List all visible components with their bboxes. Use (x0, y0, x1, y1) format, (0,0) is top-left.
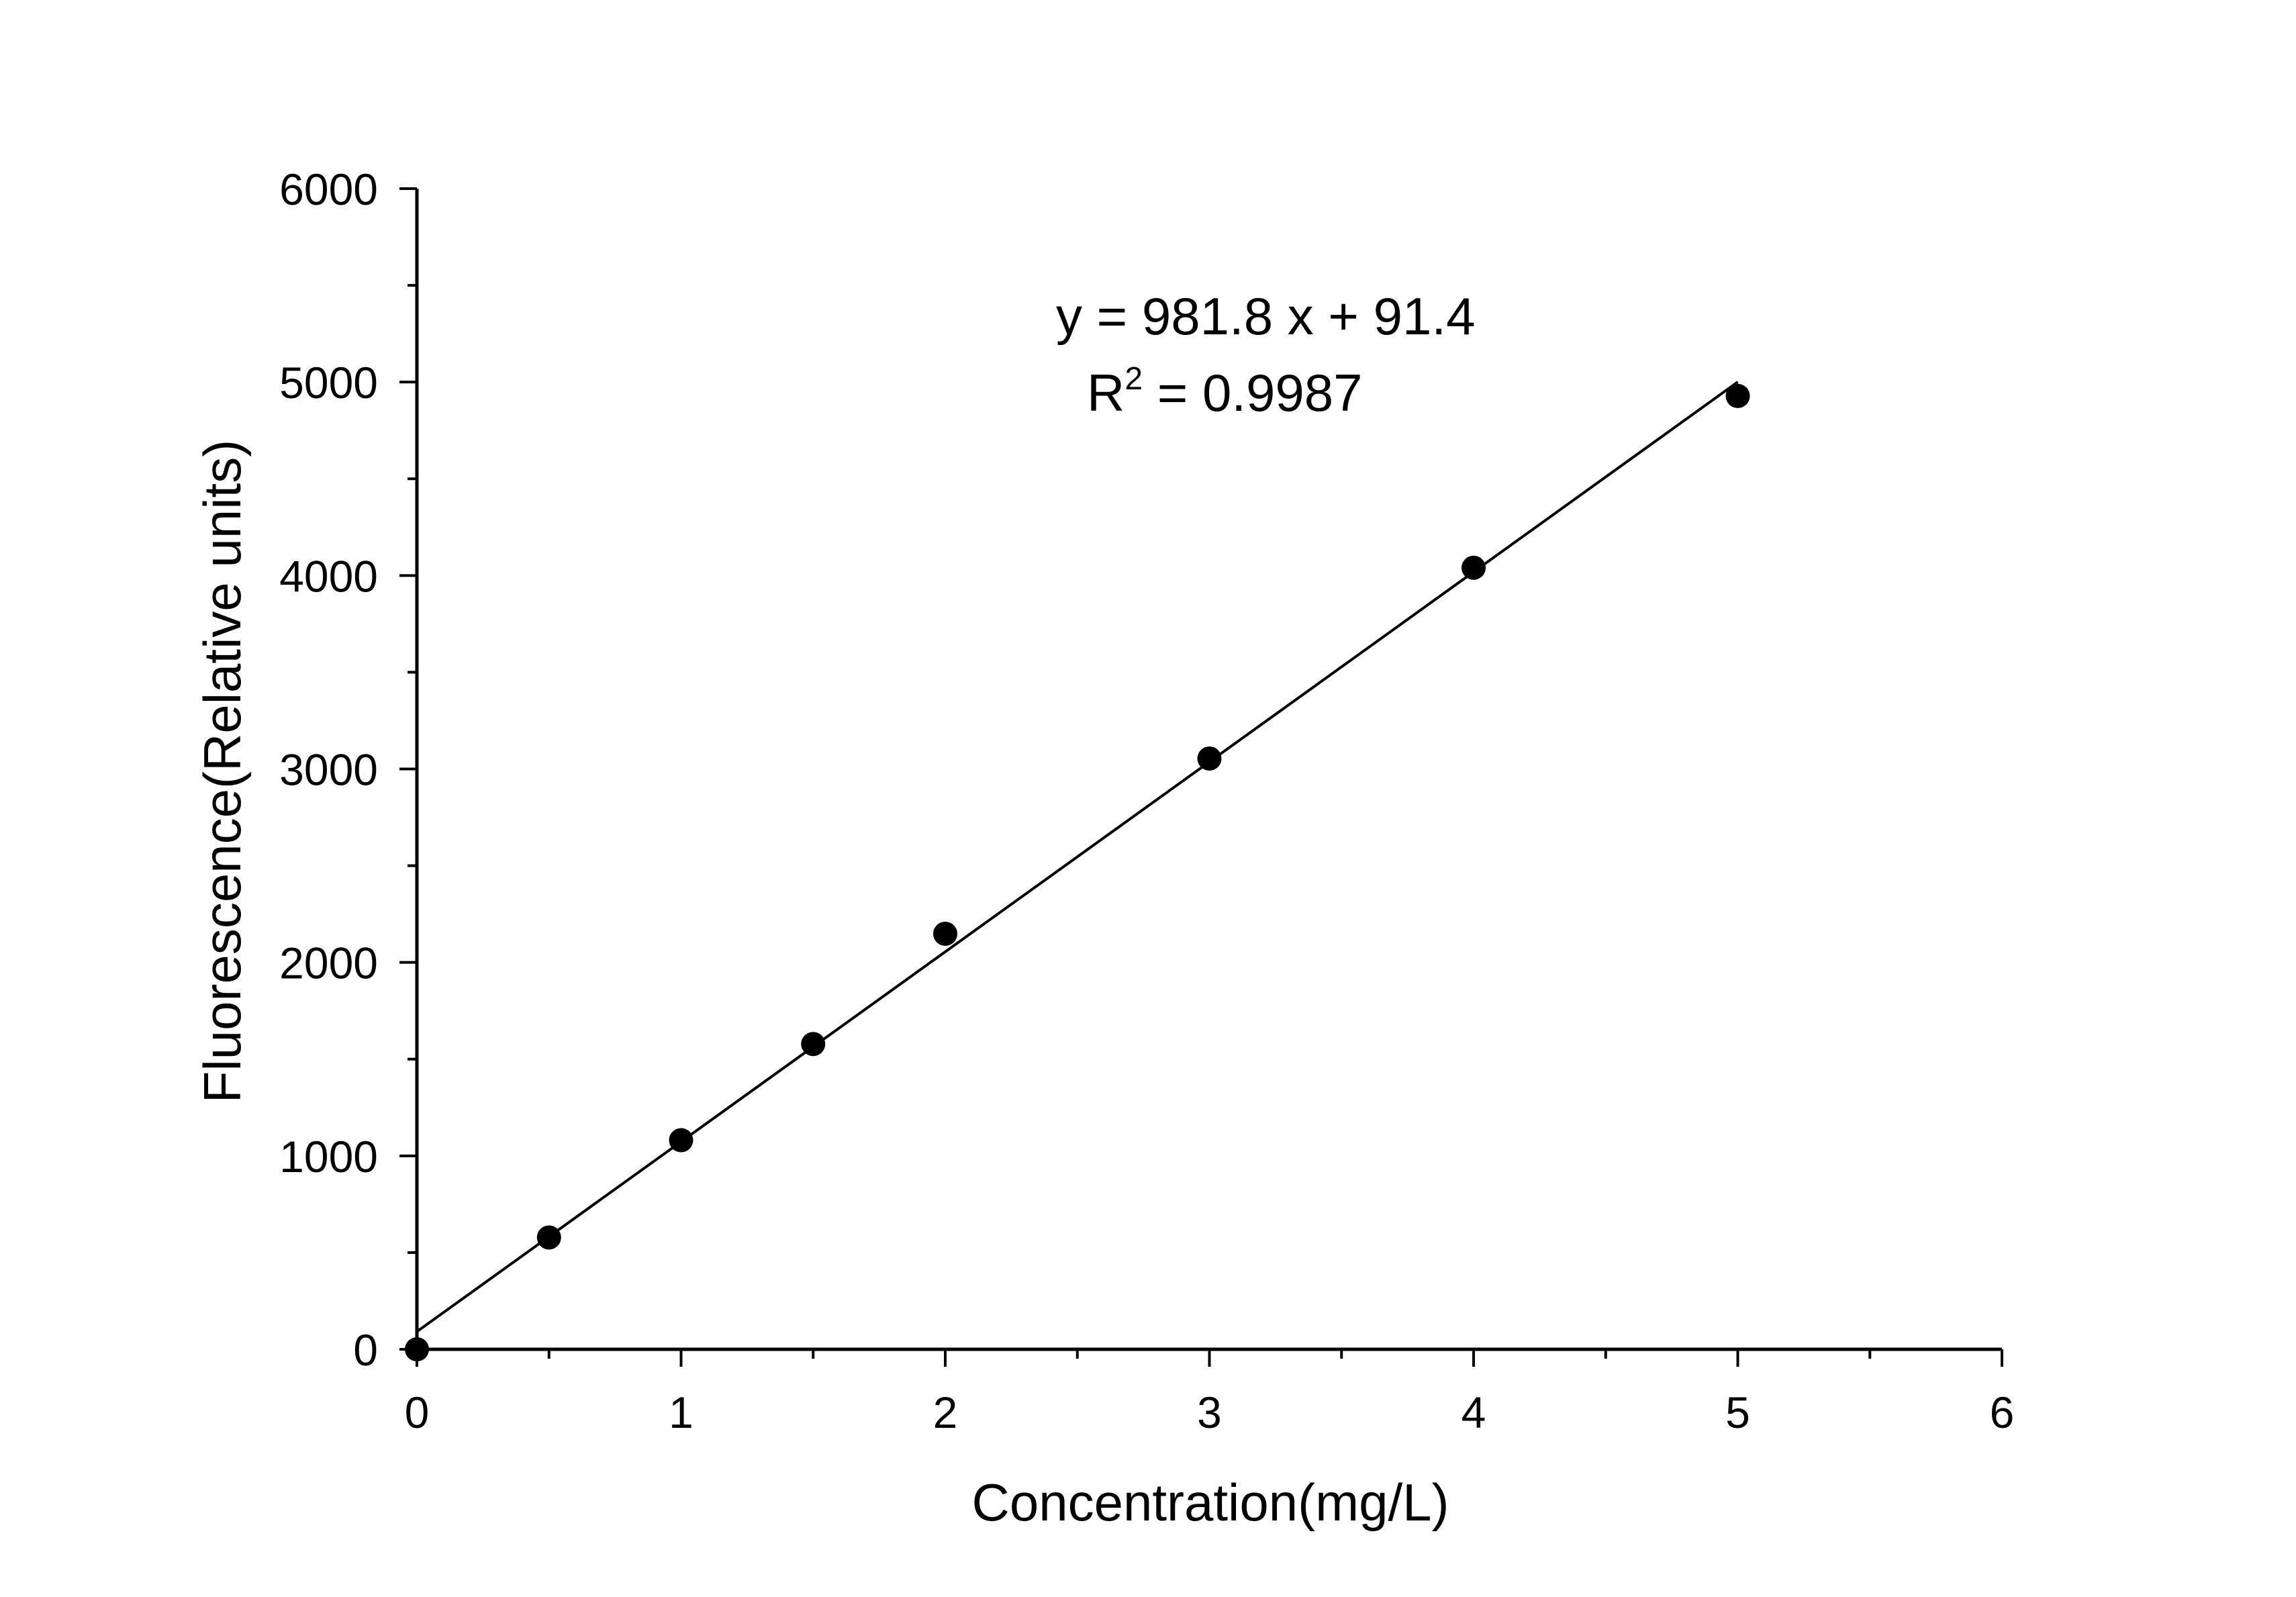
x-tick-label: 1 (669, 1388, 693, 1437)
x-tick-label: 5 (1725, 1388, 1750, 1437)
x-tick-label: 4 (1462, 1388, 1486, 1437)
fit-line (416, 381, 1739, 1333)
y-tick-label: 6000 (279, 164, 378, 214)
data-point (1462, 555, 1486, 580)
data-point (405, 1337, 429, 1361)
data-point (933, 922, 957, 947)
r2-annotation: R2 = 0.9987 (1087, 361, 1363, 422)
r2-value: = 0.9987 (1143, 363, 1362, 422)
data-point (1197, 746, 1222, 771)
data-marks (405, 381, 1750, 1361)
x-tick-label: 2 (933, 1388, 958, 1437)
x-tick-label: 0 (405, 1388, 430, 1437)
y-tick-label: 2000 (279, 938, 378, 988)
equation-annotation: y = 981.8 x + 91.4 (1056, 287, 1475, 346)
data-point (669, 1128, 693, 1153)
y-axis-label: Fluorescence(Relative units) (193, 440, 252, 1103)
y-tick-label: 3000 (279, 745, 378, 795)
data-point (536, 1225, 561, 1250)
x-axis-label: Concentration(mg/L) (972, 1473, 1449, 1532)
ticks: 0 1 2 3 4 5 6 0 1000 2000 3000 4000 5000 6000 (279, 164, 2014, 1437)
y-tick-label: 4000 (279, 551, 378, 601)
r2-superscript: 2 (1125, 361, 1143, 397)
x-tick-label: 6 (1990, 1388, 2015, 1437)
x-tick-label: 3 (1197, 1388, 1222, 1437)
data-point (1725, 383, 1750, 408)
y-tick-label: 0 (353, 1325, 378, 1375)
r2-prefix: R (1087, 363, 1125, 422)
y-tick-label: 1000 (279, 1132, 378, 1181)
y-tick-label: 5000 (279, 358, 378, 407)
data-point (801, 1032, 826, 1057)
